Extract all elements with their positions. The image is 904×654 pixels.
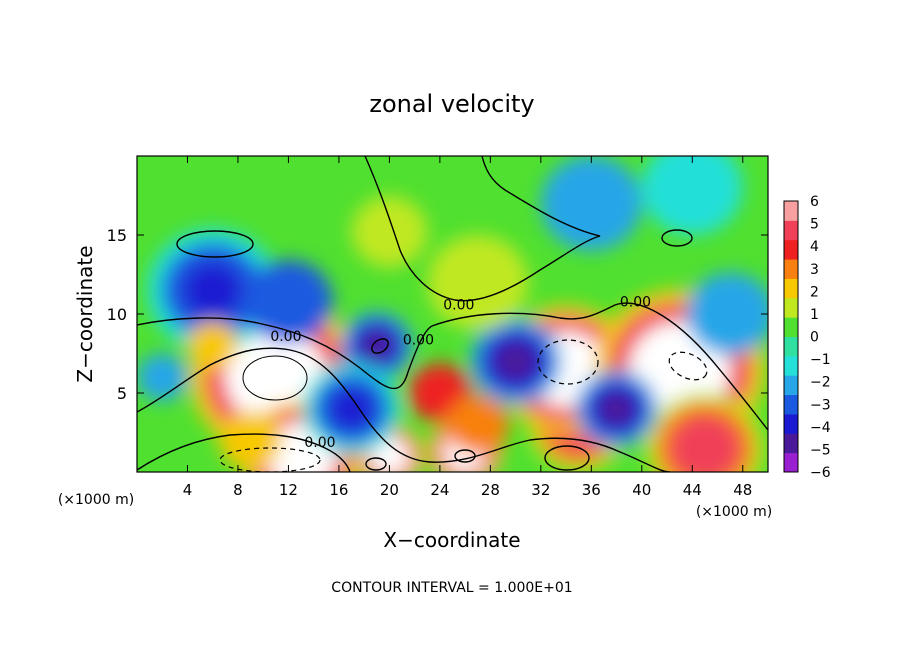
contour-inner-a (242, 355, 308, 401)
colorbar-swatch (784, 336, 798, 357)
x-tick-label: 44 (683, 481, 702, 499)
field-region (645, 392, 765, 472)
contour-label: 0.00 (403, 332, 434, 348)
colorbar-swatch (784, 355, 798, 376)
contour-interval-note: CONTOUR INTERVAL = 1.000E+01 (331, 580, 572, 596)
colorbar-swatch (784, 201, 798, 221)
field-region (469, 318, 562, 405)
field-region (244, 259, 333, 343)
contour-zero-lower (137, 302, 768, 431)
colorbar-swatch (784, 297, 798, 318)
colorbar-swatch (784, 278, 798, 299)
colorbar-tick-label: 0 (810, 330, 819, 346)
field-region (302, 362, 401, 456)
x-unit-right: (×1000 m) (696, 504, 772, 520)
field-region (137, 353, 188, 401)
contour-zero-top (364, 156, 601, 302)
colorbar-tick-label: 1 (810, 307, 819, 323)
contour-dashed-c (668, 351, 708, 381)
field-region (340, 311, 413, 380)
x-tick-label: 48 (733, 481, 752, 499)
colorbar-frame (783, 200, 799, 473)
colorbar-tick-label: −5 (810, 442, 831, 458)
contour-label: 0.00 (620, 294, 651, 310)
contour-zero-bottom (137, 433, 351, 472)
contour-label: 0.00 (443, 298, 474, 314)
colorbar-tick-label: −4 (810, 420, 831, 436)
colorbar: 6 5 4 3 2 1 0 −1 −2 −3 −4 −5 −6 (783, 194, 831, 481)
contour-closed-small-c (365, 457, 387, 471)
colorbar-swatch (784, 317, 798, 337)
colorbar-swatch (784, 394, 798, 415)
x-unit-left: (×1000 m) (58, 492, 134, 508)
colorbar-tick-label: 3 (810, 262, 819, 278)
x-tick-label: 12 (279, 481, 298, 499)
colorbar-tick-label: −2 (810, 375, 831, 391)
x-axis-label: X−coordinate (383, 528, 520, 552)
x-tick-label: 4 (183, 481, 193, 499)
colorbar-swatch (784, 452, 798, 473)
colorbar-tick-label: 2 (810, 284, 819, 300)
x-tick-label: 24 (430, 481, 449, 499)
contour-dashed-a (537, 339, 599, 385)
field-region (575, 370, 658, 448)
contour-dashed-b (219, 447, 321, 472)
contour-zero-middle (137, 347, 671, 472)
x-tick-label: 28 (481, 481, 500, 499)
contour-labels: 0.00 0.00 0.00 0.00 0.00 (270, 294, 651, 451)
x-tick-label: 16 (329, 481, 348, 499)
colorbar-tick-label: −1 (810, 352, 831, 368)
plot-area: 0.00 0.00 0.00 0.00 0.00 (137, 156, 768, 472)
velocity-field (137, 156, 768, 472)
chart-title: zonal velocity (369, 90, 534, 118)
colorbar-swatch (784, 239, 798, 260)
field-region (219, 410, 283, 471)
colorbar-tick-label: 6 (810, 194, 819, 210)
contour-closed-upper-left (176, 230, 254, 258)
field-region (187, 321, 238, 370)
x-tick-label: 20 (380, 481, 399, 499)
contour-inner-solid (242, 355, 308, 401)
field-region (446, 394, 510, 455)
contour-closed-small-d (544, 445, 590, 471)
colorbar-swatch (784, 375, 798, 396)
y-axis-label: Z−coordinate (73, 245, 97, 382)
field-region (685, 272, 768, 356)
contour-closed-small-a (371, 338, 389, 354)
colorbar-swatch (784, 413, 798, 434)
y-tick-label: 10 (107, 305, 127, 324)
colorbar-tick-label: 5 (810, 217, 819, 233)
field-region (641, 156, 743, 235)
colorbar-tick-label: 4 (810, 239, 819, 255)
colorbar-swatch (784, 259, 798, 279)
x-tick-label: 8 (233, 481, 243, 499)
y-tick-label: 5 (117, 384, 127, 403)
x-tick-label: 36 (582, 481, 601, 499)
contour-closed-upper-right (661, 229, 693, 247)
colorbar-swatch (784, 433, 798, 454)
y-tick-label: 15 (107, 226, 127, 245)
field-region (147, 228, 279, 352)
contour-label: 0.00 (304, 435, 335, 451)
x-tick-label: 32 (531, 481, 550, 499)
contour-label: 0.00 (270, 329, 301, 345)
field-region (540, 156, 642, 251)
x-tick-label: 40 (632, 481, 651, 499)
colorbar-tick-label: −3 (810, 397, 831, 413)
field-region (427, 235, 529, 330)
contour-closed-small-b (454, 449, 476, 463)
contour-dashed (219, 339, 708, 472)
contour-lines (137, 156, 768, 472)
field-region (351, 196, 428, 268)
colorbar-swatch (784, 220, 798, 241)
colorbar-tick-label: −6 (810, 465, 831, 481)
